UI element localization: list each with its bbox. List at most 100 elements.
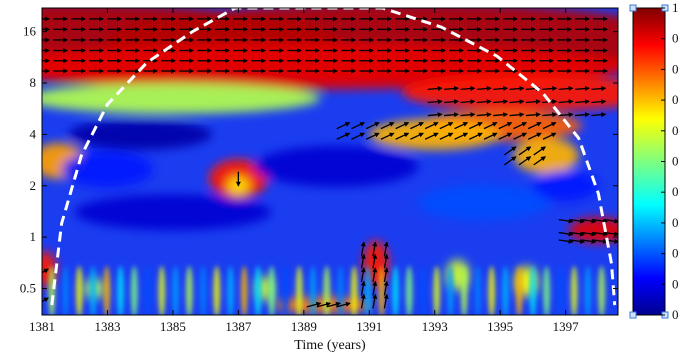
phase-arrow-204 (444, 99, 460, 105)
phase-arrow-280 (372, 253, 378, 269)
x-tick-label-1381: 1381 (29, 319, 55, 334)
coherence-region-20 (254, 145, 419, 187)
phase-arrow-296 (42, 297, 49, 303)
phase-arrow-234 (469, 122, 483, 130)
phase-arrow-203 (427, 99, 443, 105)
phase-arrow-262 (570, 218, 586, 224)
phase-arrow-209 (525, 99, 541, 105)
coherence-region-21 (74, 194, 272, 231)
phase-arrow-208 (509, 99, 525, 105)
coherence-region-6 (513, 137, 579, 174)
coherence-stripe-34 (515, 265, 523, 315)
coherence-region-18 (42, 82, 321, 114)
coherence-region-12 (568, 217, 618, 243)
colorbar-tick-label-7: 0 (672, 215, 679, 230)
phase-arrow-241 (351, 132, 366, 140)
phase-arrow-202 (591, 86, 607, 92)
phase-arrow-214 (427, 112, 443, 118)
coherence-region-3 (402, 74, 618, 111)
coherence-stripe-37 (556, 265, 564, 315)
phase-arrow-229 (395, 122, 410, 130)
phase-arrow-193 (444, 86, 460, 92)
coherence-stripe-38 (570, 265, 578, 315)
coherence-stripe-23 (364, 265, 372, 315)
phase-arrow-291 (306, 301, 322, 308)
coherence-stripe-28 (433, 265, 441, 315)
coherence-region-22 (61, 151, 154, 188)
phase-arrow-274 (592, 238, 608, 244)
phase-arrow-243 (380, 132, 395, 140)
colorbar-handle-bottom-left[interactable] (629, 311, 637, 319)
phase-arrow-259 (518, 156, 532, 166)
colorbar-tick-label-9: 0 (672, 276, 679, 291)
phase-arrow-272 (570, 238, 586, 244)
phase-arrow-284 (383, 267, 389, 283)
phase-arrow-237 (513, 122, 528, 130)
coherence-stripe-12 (213, 265, 221, 315)
x-tick-label-1383: 1383 (94, 319, 120, 334)
colorbar-handle-top-left[interactable] (629, 4, 637, 12)
coherence-stripe-30 (460, 265, 468, 315)
phase-arrow-258 (503, 156, 517, 166)
phase-arrow-201 (574, 86, 590, 92)
y-axis: 0.5 1 2 4 8 16 (20, 24, 618, 296)
phase-arrow-255 (503, 146, 517, 156)
phase-arrow-194 (460, 86, 476, 92)
phase-arrow-206 (476, 99, 492, 105)
colorbar-tick-label-3: 0 (672, 92, 679, 107)
phase-arrow-199 (542, 86, 558, 92)
phase-arrow-271 (558, 238, 574, 244)
coherence-stripe-8 (158, 265, 166, 315)
x-tick-label-1393: 1393 (422, 319, 448, 334)
phase-arrow-240 (336, 132, 351, 140)
coherence-stripe-0 (48, 265, 56, 315)
y-tick-label-16: 16 (23, 24, 37, 39)
phase-arrow-238 (527, 122, 542, 130)
phase-arrow-223 (574, 112, 590, 118)
coherence-region-23 (418, 184, 550, 221)
coherence-stripe-27 (419, 265, 427, 315)
phase-arrow-205 (460, 99, 476, 105)
phase-arrow-231 (424, 122, 439, 130)
phase-arrow-200 (558, 86, 574, 92)
phase-arrow-264 (592, 218, 608, 224)
coherence-stripe-40 (598, 265, 606, 315)
coherence-stripe-26 (405, 265, 413, 315)
phase-arrow-224 (591, 112, 607, 118)
plot-frame (41, 7, 619, 316)
coherence-stripe-14 (240, 265, 248, 315)
phase-arrow-192 (427, 86, 443, 92)
colorbar-tick-label-2: 0 (672, 61, 679, 76)
phase-arrow-287 (383, 280, 389, 296)
phase-arrow-235 (483, 122, 498, 130)
phase-arrow-269 (592, 231, 608, 237)
coherence-stripe-18 (295, 265, 303, 315)
coherence-stripe-39 (584, 265, 592, 315)
coherence-stripe-25 (391, 265, 399, 315)
phase-arrow-227 (365, 122, 380, 130)
coherence-stripe-7 (144, 265, 152, 315)
phase-arrow-253 (527, 132, 542, 140)
colorbar-tick-label-6: 0 (672, 184, 679, 199)
x-tick-label-1385: 1385 (160, 319, 186, 334)
phase-arrow-250 (483, 132, 498, 140)
phase-arrow-233 (454, 122, 469, 130)
coherence-stripe-11 (199, 265, 207, 315)
phase-arrow-282 (360, 267, 366, 283)
x-axis: 1381 1383 1385 1387 1389 1391 1393 1395 1397 (29, 8, 579, 334)
coherence-stripe-21 (336, 265, 344, 315)
coherence-stripe-3 (89, 265, 97, 315)
phase-arrow-286 (372, 280, 378, 296)
phase-arrow-254 (542, 132, 557, 140)
phase-arrow-268 (581, 231, 597, 237)
phase-arrow-283 (372, 267, 378, 283)
x-tick-label-1389: 1389 (291, 319, 317, 334)
phase-arrow-232 (439, 122, 454, 130)
phase-arrow-249 (469, 132, 483, 140)
phase-arrow-222 (558, 112, 574, 118)
coherence-stripe-20 (323, 265, 331, 315)
x-tick-label-1387: 1387 (225, 319, 252, 334)
y-tick-label-2: 2 (30, 178, 37, 193)
phase-arrow-293 (326, 301, 342, 308)
